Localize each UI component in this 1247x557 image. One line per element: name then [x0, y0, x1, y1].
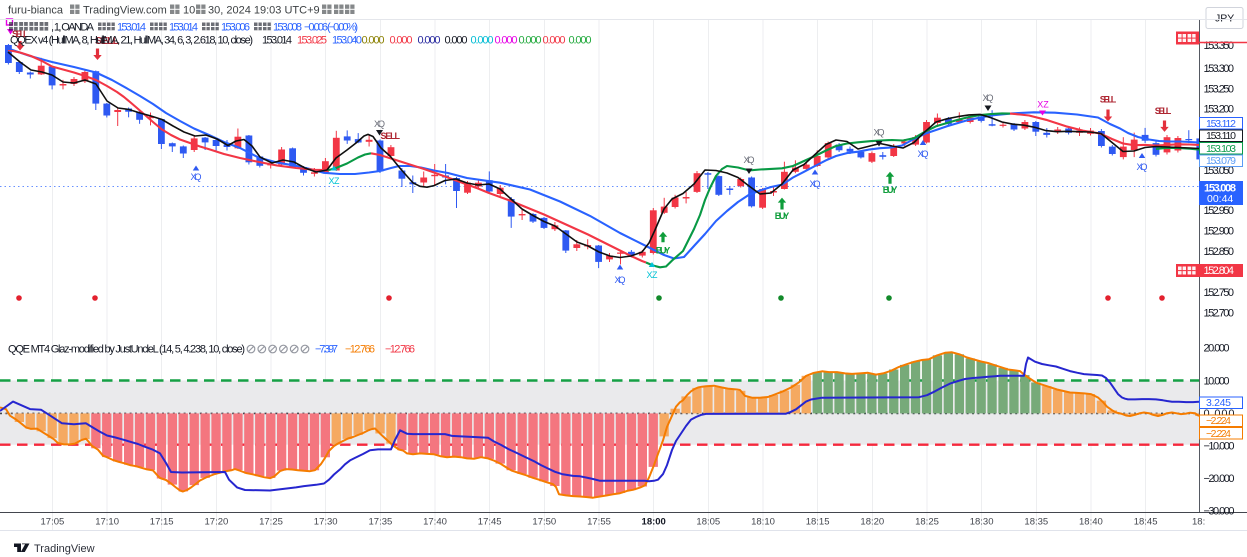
svg-text:BUY: BUY [883, 185, 898, 195]
svg-text:XQ: XQ [983, 93, 994, 103]
svg-text:furu-bianca: furu-bianca [8, 5, 64, 17]
svg-text:−7.397: −7.397 [315, 344, 338, 356]
svg-text:18:45: 18:45 [1134, 517, 1158, 528]
svg-text:17:20: 17:20 [205, 517, 229, 528]
svg-text:SELL: SELL [1100, 95, 1117, 105]
svg-text:XQ: XQ [615, 275, 626, 285]
svg-text:−0.006 (−0.00%): −0.006 (−0.00%) [304, 22, 358, 34]
svg-text:153.250: 153.250 [1204, 84, 1235, 96]
svg-text:18:15: 18:15 [806, 517, 830, 528]
svg-text:153.079: 153.079 [1206, 155, 1236, 167]
svg-text:0.000: 0.000 [418, 35, 441, 47]
svg-text:XQ: XQ [744, 155, 755, 165]
svg-text:17:35: 17:35 [369, 517, 393, 528]
svg-text:10.000: 10.000 [1204, 375, 1230, 387]
svg-text:−12.766: −12.766 [385, 344, 415, 356]
svg-text:−2.224: −2.224 [1206, 428, 1231, 440]
svg-text:XQ: XQ [874, 128, 885, 138]
svg-text:0.000: 0.000 [569, 35, 592, 47]
svg-text:TradingView.com: TradingView.com [83, 5, 167, 17]
svg-text:153.008: 153.008 [273, 22, 302, 34]
svg-text:153.014: 153.014 [117, 22, 146, 34]
svg-text:152.804: 152.804 [1204, 265, 1235, 277]
svg-text:153.040: 153.040 [332, 35, 362, 47]
svg-text:17:50: 17:50 [532, 517, 556, 528]
svg-text:SELL: SELL [12, 29, 29, 39]
svg-text:17:10: 17:10 [95, 517, 119, 528]
svg-text:XQ: XQ [1137, 162, 1148, 172]
svg-text:18:30: 18:30 [970, 517, 994, 528]
svg-text:XZ: XZ [329, 176, 341, 186]
svg-text:153.008: 153.008 [1204, 183, 1236, 195]
svg-text:152.700: 152.700 [1204, 308, 1235, 320]
svg-text:SELL: SELL [381, 131, 401, 141]
svg-text:TradingView: TradingView [34, 543, 95, 555]
svg-text:153.103: 153.103 [1206, 143, 1236, 155]
svg-text:−10.000: −10.000 [1204, 441, 1235, 453]
svg-text:152.750: 152.750 [1204, 287, 1235, 299]
svg-text:0.000: 0.000 [390, 35, 413, 47]
svg-text:XZ: XZ [647, 270, 659, 280]
svg-text:−20.000: −20.000 [1204, 473, 1235, 485]
svg-text:SELL: SELL [95, 35, 120, 47]
svg-text:18:05: 18:05 [696, 517, 720, 528]
svg-text:BUY: BUY [656, 246, 671, 256]
svg-text:153.025: 153.025 [297, 35, 327, 47]
svg-text:−30.000: −30.000 [1204, 506, 1235, 518]
svg-text:XQ: XQ [374, 119, 385, 129]
svg-text:XQ: XQ [191, 172, 202, 182]
svg-text:SELL: SELL [1155, 106, 1172, 116]
svg-text:0.000: 0.000 [519, 35, 542, 47]
svg-text:XZ: XZ [1037, 100, 1049, 110]
svg-text:17:55: 17:55 [587, 517, 611, 528]
svg-text:153.110: 153.110 [1206, 130, 1236, 142]
svg-text:18:00: 18:00 [642, 517, 666, 528]
svg-text:BUY: BUY [775, 211, 790, 221]
svg-text:00:44: 00:44 [1207, 193, 1233, 205]
svg-text:17:45: 17:45 [478, 517, 502, 528]
svg-text:18:40: 18:40 [1079, 517, 1103, 528]
svg-text:3.245: 3.245 [1206, 397, 1231, 409]
svg-text:0.000: 0.000 [445, 35, 468, 47]
svg-text:10: 10 [183, 5, 195, 17]
svg-text:17:25: 17:25 [259, 517, 283, 528]
svg-text:152.900: 152.900 [1204, 226, 1235, 238]
svg-text:153.200: 153.200 [1204, 103, 1235, 115]
svg-text:, 1, OANDA: , 1, OANDA [51, 22, 95, 34]
svg-text:17:30: 17:30 [314, 517, 338, 528]
svg-text:153.014: 153.014 [262, 35, 292, 47]
svg-text:0.000: 0.000 [471, 35, 494, 47]
svg-text:153.006: 153.006 [221, 22, 250, 34]
svg-text:JPY: JPY [1215, 13, 1234, 25]
svg-text:153.050: 153.050 [1204, 165, 1235, 177]
svg-text:XQ: XQ [810, 179, 821, 189]
svg-text:18:: 18: [1192, 517, 1205, 528]
svg-text:17:15: 17:15 [150, 517, 174, 528]
svg-text:0.000: 0.000 [495, 35, 518, 47]
svg-text:153.014: 153.014 [169, 22, 198, 34]
svg-text:18:20: 18:20 [860, 517, 884, 528]
svg-text:152.850: 152.850 [1204, 246, 1235, 258]
svg-text:XQ: XQ [918, 149, 929, 159]
svg-text:153.300: 153.300 [1204, 63, 1235, 75]
svg-text:18:10: 18:10 [751, 517, 775, 528]
svg-text:152.950: 152.950 [1204, 205, 1235, 217]
svg-text:QQE MT4 Glaz-modified by JustU: QQE MT4 Glaz-modified by JustUncleL (14,… [8, 344, 245, 356]
svg-text:0.000: 0.000 [362, 35, 385, 47]
svg-text:17:05: 17:05 [41, 517, 65, 528]
svg-text:30, 2024 19:03 UTC+9: 30, 2024 19:03 UTC+9 [208, 5, 320, 17]
svg-text:18:35: 18:35 [1024, 517, 1048, 528]
svg-text:−2.224: −2.224 [1206, 415, 1231, 427]
svg-text:18:25: 18:25 [915, 517, 939, 528]
svg-text:QQEX v4 (HullMA, 8, HullMA, 21: QQEX v4 (HullMA, 8, HullMA, 21, HullMA, … [10, 35, 253, 47]
svg-text:17:40: 17:40 [423, 517, 447, 528]
svg-text:20.000: 20.000 [1204, 343, 1230, 355]
svg-text:153.112: 153.112 [1206, 118, 1236, 130]
svg-text:0.000: 0.000 [543, 35, 566, 47]
svg-text:−12.766: −12.766 [345, 344, 375, 356]
